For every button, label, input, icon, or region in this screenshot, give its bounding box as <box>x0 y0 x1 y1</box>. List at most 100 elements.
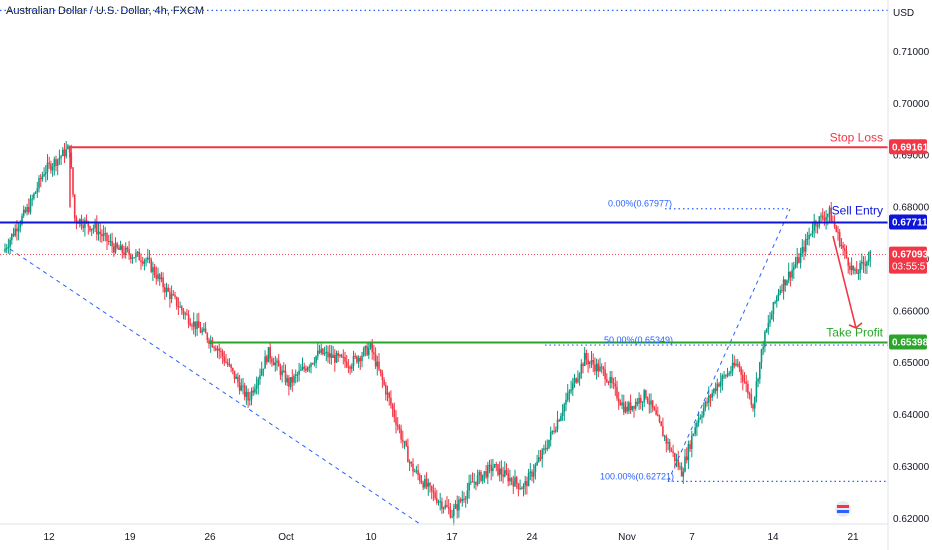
candle-body <box>823 218 826 221</box>
candle-body <box>825 216 827 221</box>
candle-body <box>317 350 319 357</box>
candle-body <box>660 421 662 427</box>
candle-body <box>286 377 288 383</box>
candle-body <box>271 358 273 363</box>
candle-body <box>165 287 168 293</box>
candle-body <box>447 506 450 509</box>
candle-body <box>787 271 790 281</box>
candle-body <box>801 247 804 254</box>
price-tick-label: 0.66000 <box>893 306 930 317</box>
candle-body <box>468 482 470 491</box>
candle-body <box>351 366 353 369</box>
candle-body <box>471 481 474 483</box>
candle-body <box>842 245 844 249</box>
candle-body <box>425 478 428 487</box>
candle-body <box>342 356 345 358</box>
price-tick-label: 0.68000 <box>893 203 930 214</box>
candle-body <box>685 456 688 461</box>
tradingview-logo[interactable] <box>835 501 851 517</box>
candle-body <box>235 376 237 379</box>
candle-body <box>89 226 91 231</box>
candle-body <box>5 248 8 250</box>
candle-body <box>837 231 839 233</box>
price-badge-sell-entry <box>889 214 927 230</box>
candle-body <box>456 504 458 511</box>
candle-body <box>218 348 220 351</box>
candle-body <box>216 348 219 351</box>
candle-body <box>498 468 501 475</box>
candle-body <box>104 233 107 235</box>
arrow-head-icon <box>848 322 863 329</box>
candle-body <box>294 374 297 376</box>
candle-body <box>570 389 572 392</box>
candle-body <box>96 223 98 235</box>
candle-body <box>196 321 198 329</box>
candle-body <box>859 263 861 274</box>
candle-body <box>398 426 401 430</box>
candle-body <box>730 371 732 374</box>
candle-body <box>424 478 426 488</box>
candle-body <box>619 402 622 406</box>
candle-body <box>791 270 793 278</box>
candle-body <box>645 390 647 398</box>
candle-body <box>748 393 751 395</box>
candle-body <box>344 356 346 362</box>
candle-body <box>189 323 192 326</box>
candle-body <box>308 366 311 368</box>
candle-body <box>441 501 443 509</box>
candle-body <box>665 436 668 444</box>
candle-body <box>565 399 567 405</box>
logo-stripe-icon <box>837 505 849 508</box>
candle-body <box>419 475 421 481</box>
candle-body <box>306 367 309 371</box>
candle-body <box>706 401 708 403</box>
candle-body <box>50 163 52 171</box>
candle-body <box>167 287 169 292</box>
candle-body <box>762 346 764 350</box>
candle-body <box>226 362 229 365</box>
candle-body <box>257 379 260 386</box>
candle-body <box>626 406 628 412</box>
candle-body <box>816 225 819 227</box>
candle-body <box>364 346 367 349</box>
candle-body <box>487 465 489 478</box>
candle-body <box>566 393 569 400</box>
candle-body <box>453 508 455 517</box>
candle-body <box>616 386 618 399</box>
candle-body <box>687 444 690 461</box>
candle-body <box>804 239 807 252</box>
candle-body <box>118 247 120 250</box>
candle-body <box>799 253 802 263</box>
candle-body <box>651 400 654 408</box>
candle-body <box>247 391 249 401</box>
candle-body <box>111 240 113 247</box>
candle-body <box>721 375 724 382</box>
price-axis[interactable]: USD 0.710000.700000.690000.680000.670000… <box>887 0 930 550</box>
candle-body <box>755 381 758 398</box>
currency-label: USD <box>893 8 914 19</box>
time-axis[interactable]: 12 19 26 Oct 10 17 24 Nov 7 14 21 <box>0 523 888 543</box>
candle-body <box>354 355 356 357</box>
candle-body <box>840 245 843 247</box>
candle-body <box>182 310 185 315</box>
candle-body <box>855 269 858 274</box>
candle-body <box>493 464 496 468</box>
candle-body <box>254 388 256 393</box>
fib-level-label: 0.00%(0.67977) <box>608 199 672 209</box>
candle-body <box>240 385 243 391</box>
trend-line <box>9 248 421 525</box>
candle-body <box>828 207 831 215</box>
candle-body <box>148 257 151 260</box>
candle-body <box>203 328 205 331</box>
candle-body <box>675 459 678 462</box>
candle-body <box>340 354 343 357</box>
candle-body <box>415 470 418 472</box>
candle-body <box>691 435 693 449</box>
candle-body <box>405 441 407 446</box>
candle-body <box>330 353 333 359</box>
candle-body <box>753 397 756 409</box>
candle-body <box>485 471 487 478</box>
candle-body <box>249 399 251 401</box>
candle-body <box>844 248 846 251</box>
